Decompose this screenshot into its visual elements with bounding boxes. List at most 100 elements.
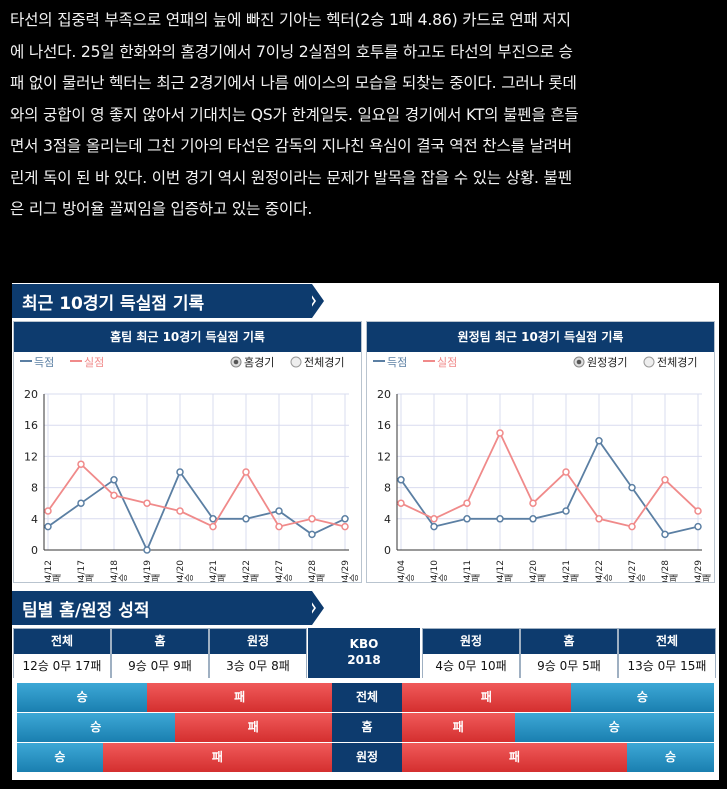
data-point [44, 522, 52, 531]
result-label: 승 [349, 574, 360, 582]
x-tick-label: 04/29 [341, 560, 351, 582]
right-loss-bar: 패 [402, 743, 627, 772]
record-label: 전체 [619, 629, 715, 654]
x-tick-label: 04/27 [628, 560, 638, 582]
radio-label: 원정경기 [587, 356, 627, 369]
series-line [400, 439, 699, 536]
section-title: 팀별 홈/원정 성적 [22, 601, 150, 621]
record-value: 9승 0무 9패 [112, 654, 208, 678]
x-tick-label: 04/11 [463, 560, 473, 582]
x-tick-label: 04/19 [143, 560, 153, 582]
article-line: 타선의 집중력 부족으로 연패의 늪에 빠진 기아는 헥터(2승 1패 4.86… [10, 11, 571, 29]
data-point [529, 499, 537, 507]
result-label: 패 [85, 574, 96, 582]
y-tick-label: 12 [24, 450, 38, 463]
result-label: 패 [316, 574, 327, 582]
y-tick-label: 16 [24, 419, 38, 432]
x-tick-group: 04/22 [595, 560, 605, 582]
result-label: 패 [570, 574, 581, 582]
record-cell: 전체 12승 0무 17패 [13, 628, 111, 678]
x-tick-group: 04/12 [496, 560, 506, 582]
data-point [628, 522, 636, 531]
left-loss-bar: 패 [174, 713, 332, 742]
x-tick-group: 04/20 [529, 560, 539, 582]
result-tick-group: 패 [151, 574, 162, 582]
data-point [143, 546, 151, 554]
home-chart: 홈팀 최근 10경기 득실점 기록 득점 실점 홈경기 전체경기 0 4 8 12 16 20 04… [13, 321, 362, 583]
record-value: 12승 0무 17패 [14, 654, 110, 678]
data-point [77, 499, 85, 507]
data-point [209, 515, 217, 523]
data-point [77, 460, 85, 468]
result-label: 패 [537, 574, 548, 582]
y-tick-label: 0 [31, 544, 38, 557]
data-point [242, 468, 250, 476]
stats-panel: 최근 10경기 득실점 기록 홈팀 최근 10경기 득실점 기록 득점 실점 홈경기… [12, 283, 719, 780]
result-tick-group: 패 [669, 574, 680, 582]
result-label: 승 [603, 574, 614, 582]
data-point [694, 507, 702, 515]
right-loss-bar: 패 [402, 713, 515, 742]
x-tick-label: 04/10 [430, 560, 440, 582]
result-label: 승 [184, 574, 195, 582]
result-tick-group: 승 [283, 574, 294, 582]
result-tick-group: 패 [504, 574, 515, 582]
record-cell: 홈 9승 0무 9패 [111, 628, 209, 678]
result-label: 승 [636, 574, 647, 582]
x-tick-label: 04/20 [529, 560, 539, 582]
left-win-bar: 승 [17, 683, 148, 712]
data-point [209, 522, 217, 531]
data-point [661, 476, 669, 484]
result-tick-group: 패 [471, 574, 482, 582]
radio-label: 전체경기 [304, 356, 344, 369]
data-point [176, 468, 184, 476]
y-tick-label: 4 [31, 513, 38, 526]
result-tick-group: 패 [85, 574, 96, 582]
result-tick-group: 패 [52, 574, 63, 582]
result-label: 패 [52, 574, 63, 582]
y-tick-label: 8 [384, 482, 391, 495]
result-label: 승 [283, 574, 294, 582]
radio-dot-icon [233, 359, 239, 365]
data-point [694, 522, 702, 531]
x-tick-label: 04/21 [562, 560, 572, 582]
article-text: 타선의 집중력 부족으로 연패의 늪에 빠진 기아는 헥터(2승 1패 4.86… [10, 5, 720, 226]
data-point [529, 515, 537, 523]
x-tick-group: 04/04 [397, 560, 407, 582]
x-tick-group: 04/20 [176, 560, 186, 582]
result-label: 패 [217, 574, 228, 582]
result-label: 승 [438, 574, 449, 582]
data-point [595, 437, 603, 445]
record-label: 전체 [14, 629, 110, 654]
data-point [496, 429, 504, 437]
chart-title: 원정팀 최근 10경기 득실점 기록 [367, 322, 714, 352]
result-label: 승 [118, 574, 129, 582]
away-chart: 원정팀 최근 10경기 득실점 기록 득점 실점 원정경기 전체경기 0 4 8 12 16 20… [366, 321, 715, 583]
result-tick-group: 패 [537, 574, 548, 582]
data-point [430, 522, 438, 531]
right-win-bar: 승 [627, 743, 714, 772]
article-line: 은 리그 방어율 꼴찌임을 입증하고 있는 중이다. [10, 200, 313, 218]
record-value: 4승 0무 10패 [423, 654, 519, 678]
right-win-bar: 승 [570, 683, 714, 712]
x-tick-group: 04/17 [77, 560, 87, 582]
x-tick-label: 04/22 [242, 560, 252, 582]
result-tick-group: 승 [603, 574, 614, 582]
x-tick-label: 04/22 [595, 560, 605, 582]
result-tick-group: 승 [184, 574, 195, 582]
x-tick-label: 04/20 [176, 560, 186, 582]
result-label: 패 [504, 574, 515, 582]
data-point [275, 522, 283, 531]
right-loss-bar: 패 [402, 683, 571, 712]
record-cell: 원정 3승 0무 8패 [209, 628, 307, 678]
legend-entry: 실점 [84, 356, 104, 369]
legend-entry: 실점 [437, 356, 457, 369]
data-point [110, 476, 118, 484]
win-loss-bar-row: 승 패 패 승 원정 [17, 743, 714, 772]
x-tick-label: 04/27 [275, 560, 285, 582]
section-header-recent: 최근 10경기 득실점 기록 [12, 284, 324, 318]
data-point [341, 522, 349, 531]
y-tick-label: 8 [31, 482, 38, 495]
